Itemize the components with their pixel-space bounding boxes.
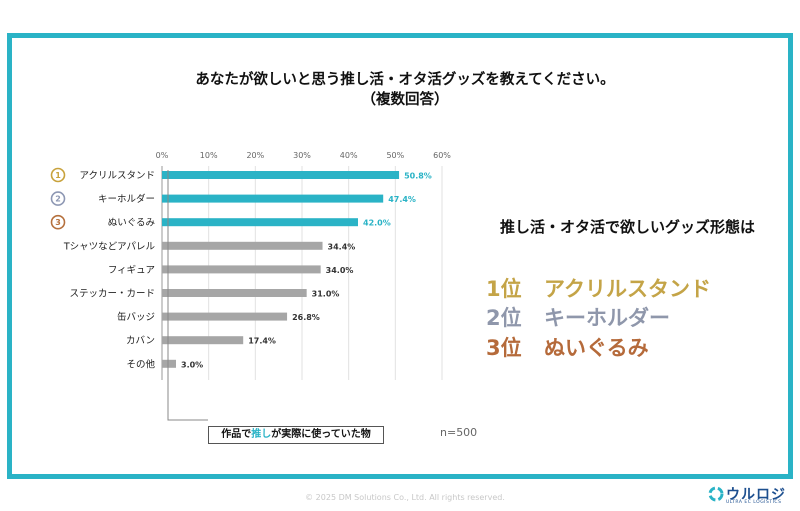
rank-badge-icon [50, 191, 66, 206]
rank-badge-icon [50, 214, 66, 230]
rank-badge-icon [50, 167, 66, 183]
annotation-box: 作品で推しが実際に使っていた物 [208, 426, 384, 444]
title-line-2: （複数回答） [361, 92, 449, 108]
rank-3-num: 3位 [486, 336, 522, 360]
category-label: 缶バッジ [117, 311, 155, 323]
sample-size: n=500 [440, 426, 478, 439]
x-tick-label: 30% [293, 151, 311, 160]
value-label: 34.0% [326, 266, 354, 275]
category-label: フィギュア [108, 265, 155, 276]
rank-3-label: ぬいぐるみ [544, 336, 649, 360]
rank-3: 3位 ぬいぐるみ [486, 332, 649, 362]
summary-panel: 推し活・オタ活で欲しいグッズ形態は [500, 216, 755, 237]
rank-badge-number: 1 [55, 171, 61, 180]
bar [162, 194, 384, 203]
logo-icon [708, 486, 724, 502]
rank-badge-number: 2 [55, 195, 61, 204]
x-tick-label: 50% [386, 151, 404, 160]
bar [162, 312, 288, 321]
value-label: 31.0% [312, 290, 340, 299]
annotation-prefix: 作品で [221, 429, 252, 440]
annotation-suffix: が実際に使っていた物 [271, 429, 371, 440]
value-label: 26.8% [292, 313, 320, 322]
category-label: ステッカー・カード [69, 289, 155, 300]
summary-heading: 推し活・オタ活で欲しいグッズ形態は [500, 218, 756, 236]
category-label: Tシャツなどアパレル [63, 241, 156, 252]
company-logo: ウルロジ ULTRA EC LOGISTICS [708, 484, 798, 508]
rank-badge-number: 3 [55, 218, 61, 227]
x-tick-label: 40% [340, 151, 358, 160]
rank-1: 1位 アクリルスタンド [486, 273, 711, 303]
bar [162, 336, 244, 345]
category-label: ぬいぐるみ [108, 218, 155, 229]
rank-2-num: 2位 [486, 306, 522, 330]
rank-2-label: キーホルダー [544, 306, 670, 330]
x-tick-label: 60% [433, 151, 451, 160]
x-tick-label: 0% [156, 151, 169, 160]
x-tick-label: 10% [200, 151, 218, 160]
bar-chart: 0% 10% 20% 30% 40% 50% 60% アクリルスタンドキーホルダーぬいぐるみ… [50, 151, 451, 421]
bar [162, 241, 323, 250]
chart-title: あなたが欲しいと思う推し活・オタ活グッズを教えてください。 （複数回答） [12, 70, 798, 110]
slide-frame: あなたが欲しいと思う推し活・オタ活グッズを教えてください。 （複数回答） 0% 1… [7, 33, 793, 505]
category-label: カバン [126, 336, 155, 347]
value-label: 47.4% [388, 195, 416, 204]
x-tick-label: 20% [246, 151, 264, 160]
bar [162, 218, 358, 227]
bar [162, 265, 321, 274]
logo-tagline: ULTRA EC LOGISTICS [726, 500, 782, 505]
value-label: 3.0% [181, 360, 203, 369]
bar [162, 359, 176, 368]
logo-name: ウルロジ [726, 487, 786, 503]
value-label: 42.0% [363, 219, 391, 228]
annotation-bracket [167, 170, 208, 421]
title-line-1: あなたが欲しいと思う推し活・オタ活グッズを教えてください。 [195, 72, 615, 88]
value-label: 50.8% [404, 172, 432, 181]
category-label: キーホルダー [98, 193, 155, 205]
rank-1-label: アクリルスタンド [544, 277, 711, 301]
value-label: 34.4% [328, 242, 356, 251]
category-label: その他 [126, 358, 155, 370]
rank-1-num: 1位 [486, 277, 522, 301]
bar [162, 171, 400, 179]
value-label: 17.4% [248, 337, 276, 346]
annotation-highlight: 推し [251, 429, 272, 440]
rank-2: 2位 キーホルダー [486, 302, 670, 332]
category-label: アクリルスタンド [79, 171, 155, 182]
bar [162, 289, 307, 297]
copyright-footer: © 2025 DM Solutions Co., Ltd. All rights… [305, 493, 505, 502]
